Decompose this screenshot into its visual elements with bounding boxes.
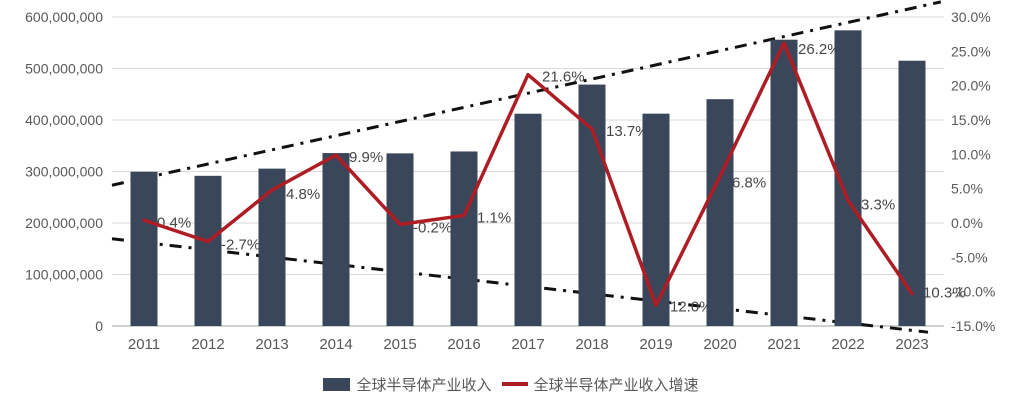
growth-data-label: -0.2%	[413, 219, 452, 236]
revenue-bar-2018	[578, 84, 606, 327]
revenue-bar-2014	[322, 153, 350, 326]
revenue-bar-2011	[130, 171, 158, 326]
growth-data-label: 6.8%	[732, 174, 766, 191]
legend-bar-swatch-icon	[323, 377, 351, 391]
right-axis-tick-label: 5.0%	[951, 181, 983, 197]
left-axis-tick-label: 400,000,000	[25, 112, 103, 128]
left-axis-tick-label: 100,000,000	[25, 267, 103, 283]
growth-data-label: 13.7%	[606, 123, 649, 140]
revenue-bar-2013	[258, 168, 286, 326]
x-axis-year-label: 2022	[831, 336, 864, 353]
x-axis-year-label: 2020	[703, 336, 736, 353]
growth-rate-line	[142, 41, 914, 308]
revenue-bar-2016	[450, 151, 478, 326]
revenue-bar-2015	[386, 153, 414, 326]
growth-data-label: 1.1%	[477, 209, 511, 226]
right-axis-tick-label: 0.0%	[951, 215, 983, 231]
left-axis-tick-label: 500,000,000	[25, 61, 103, 77]
left-axis-tick-label: 0	[95, 318, 103, 334]
revenue-bar-2023	[898, 60, 926, 326]
x-axis-year-label: 2019	[639, 336, 672, 353]
right-axis-tick-label: 10.0%	[951, 146, 991, 162]
legend-line-swatch-icon	[501, 382, 528, 386]
revenue-bar-2021	[770, 39, 798, 327]
x-axis-year-label: 2018	[575, 336, 608, 353]
x-axis-year-label: 2015	[383, 336, 416, 353]
left-axis-tick-label: 600,000,000	[25, 9, 103, 25]
x-axis-year-label: 2017	[511, 336, 544, 353]
growth-data-label: 3.3%	[861, 196, 895, 213]
right-axis-tick-label: -5.0%	[951, 249, 988, 265]
x-axis-year-label: 2014	[319, 336, 352, 353]
right-axis-tick-label: -15.0%	[951, 318, 995, 334]
revenue-bar-2019	[642, 113, 670, 326]
x-axis-year-label: 2011	[128, 336, 160, 353]
growth-data-label: 26.2%	[798, 41, 841, 58]
x-axis-year-label: 2021	[767, 336, 800, 353]
revenue-bar-2012	[194, 175, 222, 326]
right-axis-tick-label: 25.0%	[951, 43, 991, 59]
left-axis-tick-label: 200,000,000	[25, 215, 103, 231]
legend-item-revenue: 全球半导体产业收入	[323, 374, 492, 395]
growth-data-label: 4.8%	[286, 186, 320, 203]
legend-label-revenue: 全球半导体产业收入	[356, 376, 492, 394]
growth-data-label: 21.6%	[542, 69, 585, 86]
x-axis-year-label: 2016	[447, 336, 480, 353]
growth-data-label: 9.9%	[349, 149, 383, 166]
right-axis-tick-label: 20.0%	[951, 78, 991, 94]
revenue-bar-2020	[706, 99, 734, 326]
growth-data-label: -10.3%	[918, 285, 966, 302]
growth-data-label: -12.0%	[665, 298, 713, 315]
left-axis-tick-label: 300,000,000	[25, 164, 103, 180]
legend-item-growth: 全球半导体产业收入增速	[501, 374, 699, 395]
growth-data-label: -2.7%	[221, 237, 260, 254]
x-axis-year-label: 2023	[895, 336, 928, 353]
x-axis-year-label: 2012	[191, 336, 224, 353]
revenue-bar-2017	[514, 113, 542, 326]
right-axis-tick-label: -10.0%	[951, 284, 995, 300]
upper-trend-channel-line	[111, 0, 942, 187]
chart-legend: 全球半导体产业收入 全球半导体产业收入增速	[0, 373, 1022, 395]
x-axis-year-label: 2013	[255, 336, 288, 353]
right-axis-tick-label: 30.0%	[951, 9, 991, 25]
right-axis-tick-label: 15.0%	[951, 112, 991, 128]
legend-label-growth: 全球半导体产业收入增速	[533, 376, 699, 394]
